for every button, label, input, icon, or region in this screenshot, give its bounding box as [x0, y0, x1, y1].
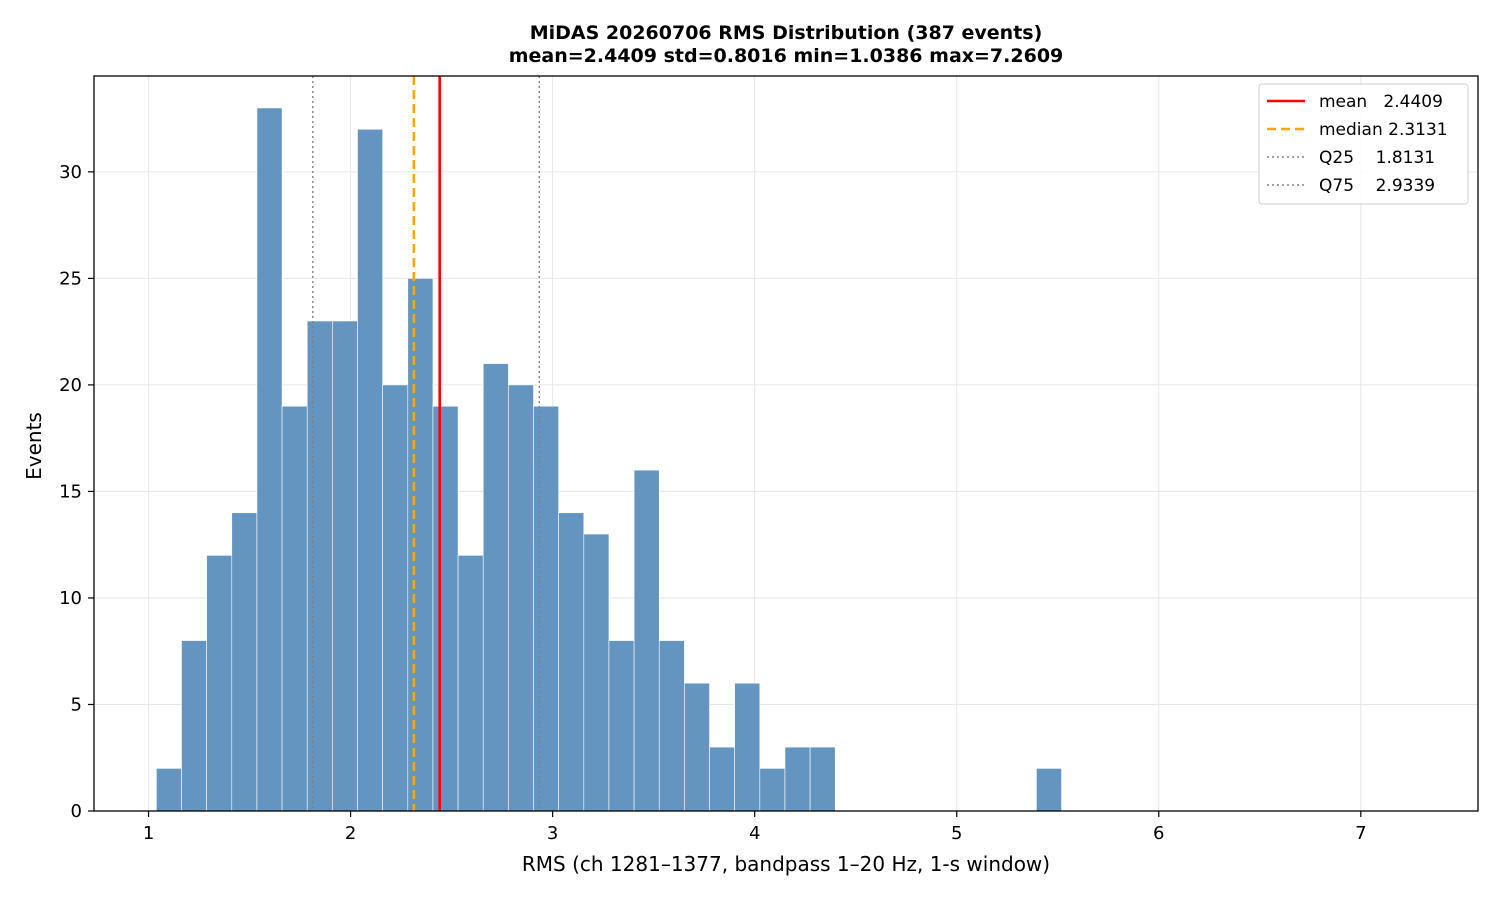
histogram-bar — [809, 746, 836, 812]
reference-lines — [312, 76, 540, 811]
histogram-bar — [382, 384, 409, 812]
histogram-bar — [457, 555, 484, 812]
histogram-bars — [156, 107, 1062, 812]
x-tick-label: 4 — [749, 823, 760, 844]
plot-frame — [93, 75, 1479, 812]
histogram-bar — [608, 640, 635, 812]
histogram-bar — [633, 469, 660, 812]
histogram-bar — [281, 405, 308, 812]
histogram-bar — [684, 682, 710, 812]
legend-box — [1258, 83, 1469, 205]
histogram-bar — [784, 746, 811, 812]
y-tick-label: 15 — [59, 481, 82, 502]
histogram-bar — [181, 640, 207, 812]
histogram-bar — [306, 320, 333, 812]
histogram-bar — [256, 107, 283, 812]
x-axis-label: RMS (ch 1281–1377, bandpass 1–20 Hz, 1-s… — [522, 852, 1050, 876]
histogram-bar — [332, 320, 358, 812]
y-axis-ticks: 0 5 10 15 20 25 30 — [59, 162, 94, 822]
x-tick-label: 5 — [951, 823, 962, 844]
histogram-bar — [759, 768, 786, 812]
legend: mean 2.4409 median 2.3131 Q25 1.8131 Q75 2.… — [1258, 83, 1469, 205]
histogram-bar — [156, 768, 182, 812]
x-axis-ticks: 1 2 3 4 5 6 7 — [143, 811, 1367, 844]
chart-title-line2: mean=2.4409 std=0.8016 min=1.0386 max=7.… — [509, 45, 1064, 67]
x-tick-label: 3 — [547, 823, 558, 844]
histogram-bar — [482, 363, 509, 812]
legend-label-median: median 2.3131 — [1319, 120, 1448, 140]
chart-title-line1: MiDAS 20260706 RMS Distribution (387 eve… — [530, 22, 1043, 44]
y-tick-label: 5 — [71, 694, 82, 715]
y-tick-label: 30 — [59, 162, 82, 183]
histogram-bar — [533, 405, 559, 812]
y-tick-label: 10 — [59, 588, 82, 609]
x-tick-label: 6 — [1153, 823, 1164, 844]
histogram-bar — [206, 555, 233, 812]
x-tick-label: 7 — [1355, 823, 1366, 844]
legend-label-mean: mean 2.4409 — [1319, 92, 1443, 112]
histogram-bar — [407, 278, 434, 812]
y-tick-label: 20 — [59, 375, 82, 396]
histogram-bar — [658, 640, 685, 812]
histogram-bar — [357, 128, 383, 812]
y-axis-label: Events — [22, 412, 46, 480]
histogram-bar — [583, 533, 610, 812]
x-tick-label: 2 — [345, 823, 356, 844]
histogram-bar — [231, 512, 258, 812]
x-tick-label: 1 — [143, 823, 154, 844]
histogram-bar — [558, 512, 585, 812]
histogram-bar — [709, 746, 735, 812]
histogram-bar — [734, 682, 761, 812]
legend-label-Q75: Q75 2.9339 — [1319, 176, 1435, 196]
y-tick-label: 25 — [59, 268, 82, 289]
histogram-bar — [508, 384, 534, 812]
y-tick-label: 0 — [71, 801, 82, 822]
legend-label-Q25: Q25 1.8131 — [1319, 148, 1435, 168]
histogram-bar — [1036, 768, 1062, 812]
histogram-bar — [432, 405, 459, 812]
